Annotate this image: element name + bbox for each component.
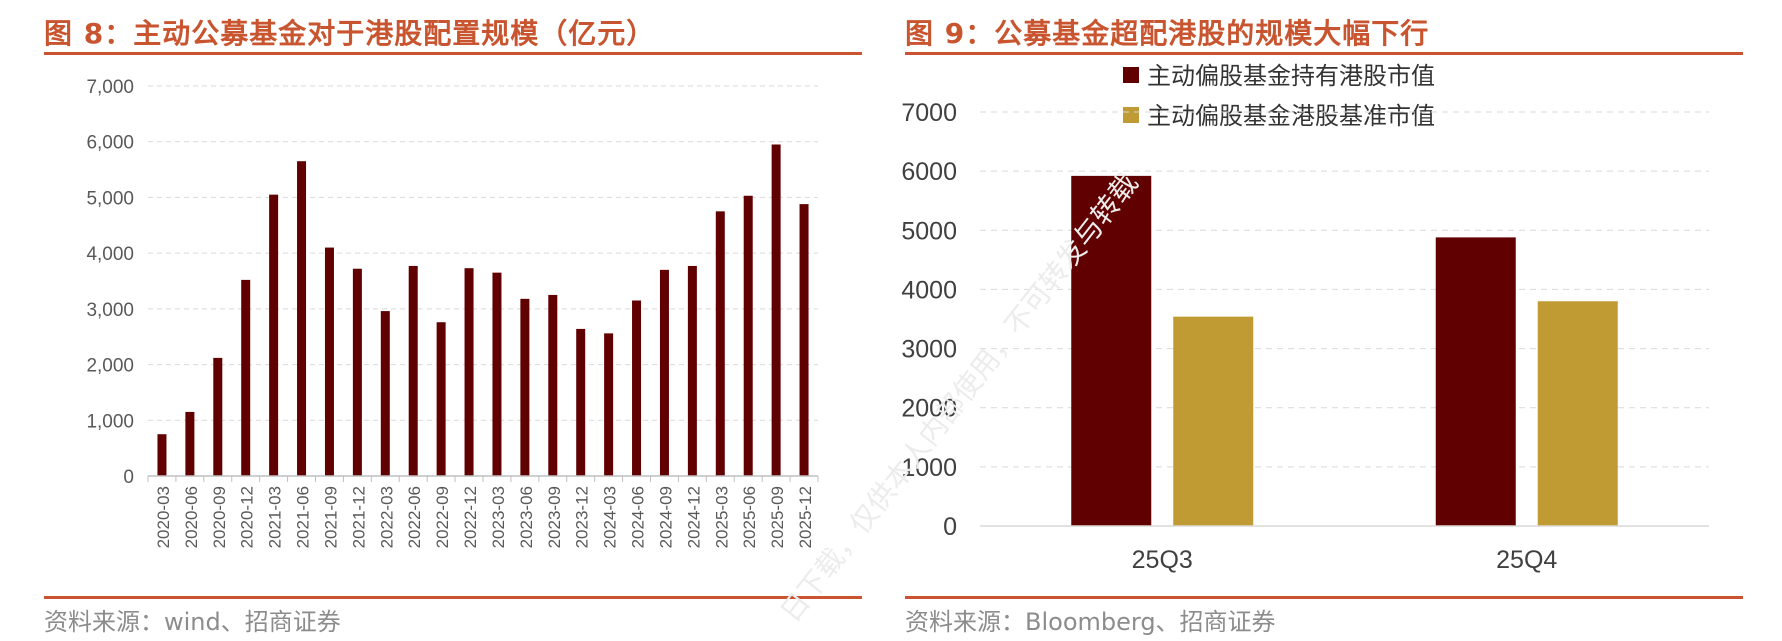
bar bbox=[659, 269, 669, 476]
y-tick-label: 7,000 bbox=[86, 77, 134, 98]
x-tick-label: 2025-03 bbox=[712, 486, 731, 548]
bar bbox=[632, 300, 642, 476]
y-tick-label: 6,000 bbox=[86, 133, 134, 154]
x-tick-label: 2024-03 bbox=[601, 486, 620, 548]
figure-8-source: 资料来源：wind、招商证券 bbox=[44, 608, 341, 636]
x-tick-label: 2025-09 bbox=[768, 486, 787, 548]
figure-9-axes: 0 1000 2000 3000 4000 5000 6000 7000 25Q3 25Q4 bbox=[901, 99, 1709, 574]
bar bbox=[1435, 237, 1516, 526]
bar bbox=[715, 211, 725, 476]
figure-8-gridlines bbox=[148, 85, 818, 421]
bar bbox=[241, 279, 251, 476]
y-tick-label: 5,000 bbox=[86, 188, 134, 209]
x-tick-label: 2023-09 bbox=[545, 486, 564, 548]
figure-8-bottom-rule bbox=[44, 596, 862, 599]
bar bbox=[213, 357, 223, 476]
bar bbox=[185, 411, 195, 476]
x-tick-label: 2021-03 bbox=[266, 486, 285, 548]
bar bbox=[269, 194, 279, 476]
x-tick-label: 2023-03 bbox=[489, 486, 508, 548]
bar bbox=[520, 298, 530, 476]
bar bbox=[799, 204, 809, 476]
figure-8-title: 图 8：主动公募基金对于港股配置规模（亿元） bbox=[44, 17, 656, 50]
x-tick-label: 2020-03 bbox=[154, 486, 173, 548]
y-tick-label: 1,000 bbox=[86, 411, 134, 432]
x-tick-label: 2022-12 bbox=[461, 486, 480, 548]
x-tick-label: 25Q3 bbox=[1132, 546, 1193, 574]
y-tick-label: 5000 bbox=[901, 217, 957, 245]
bar bbox=[576, 328, 586, 476]
bar bbox=[492, 272, 502, 476]
figure-9-source: 资料来源：Bloomberg、招商证券 bbox=[905, 608, 1276, 636]
y-tick-label: 0 bbox=[943, 513, 957, 541]
y-tick-label: 3000 bbox=[901, 336, 957, 364]
x-tick-label: 2021-12 bbox=[349, 486, 368, 548]
bar bbox=[548, 294, 558, 476]
y-tick-label: 3,000 bbox=[86, 300, 134, 321]
figure-9-bottom-rule bbox=[905, 596, 1743, 599]
x-tick-label: 2024-06 bbox=[629, 486, 648, 548]
legend-swatch bbox=[1123, 107, 1139, 123]
bar bbox=[771, 144, 781, 476]
bar bbox=[604, 333, 614, 476]
x-tick-label: 2021-06 bbox=[294, 486, 313, 548]
bar bbox=[324, 247, 334, 476]
bar bbox=[436, 322, 446, 476]
x-tick-label: 2022-03 bbox=[377, 486, 396, 548]
figure-9-panel: 图 9：公募基金超配港股的规模大幅下行 主动偏股基金持有港股市值 主动偏股基金港股… bbox=[901, 0, 1743, 641]
figure-8-bars bbox=[157, 144, 809, 476]
figure-8-top-rule bbox=[44, 52, 862, 55]
x-tick-label: 2025-06 bbox=[740, 486, 759, 548]
bar bbox=[687, 265, 697, 476]
legend-label: 主动偏股基金持有港股市值 bbox=[1147, 62, 1435, 90]
x-tick-label: 2020-09 bbox=[210, 486, 229, 548]
x-tick-label: 2022-09 bbox=[433, 486, 452, 548]
y-tick-label: 4,000 bbox=[86, 244, 134, 265]
x-tick-label: 2024-09 bbox=[656, 486, 675, 548]
x-tick-label: 2020-06 bbox=[182, 486, 201, 548]
bar bbox=[352, 268, 362, 476]
bar bbox=[157, 434, 167, 476]
y-tick-label: 2,000 bbox=[86, 356, 134, 377]
bar bbox=[1173, 316, 1254, 526]
bar bbox=[1071, 175, 1152, 527]
x-tick-label: 2020-12 bbox=[238, 486, 257, 548]
y-tick-label: 2000 bbox=[901, 395, 957, 423]
bar bbox=[743, 195, 753, 476]
y-tick-label: 0 bbox=[123, 467, 134, 488]
bar bbox=[380, 311, 390, 476]
x-tick-label: 2024-12 bbox=[684, 486, 703, 548]
figure-9-title: 图 9：公募基金超配港股的规模大幅下行 bbox=[905, 17, 1430, 50]
y-tick-label: 4000 bbox=[901, 276, 957, 304]
legend-label: 主动偏股基金港股基准市值 bbox=[1147, 102, 1435, 130]
legend-swatch bbox=[1123, 67, 1139, 83]
figure-9-top-rule bbox=[905, 52, 1743, 55]
bar bbox=[1537, 301, 1618, 526]
figure-8-panel: 图 8：主动公募基金对于港股配置规模（亿元） 0 1,000 2,000 3,000 4… bbox=[44, 0, 862, 641]
x-tick-label: 2023-12 bbox=[573, 486, 592, 548]
bar bbox=[297, 161, 307, 476]
x-tick-label: 2023-06 bbox=[517, 486, 536, 548]
figure-8-axes: 0 1,000 2,000 3,000 4,000 5,000 6,000 7,000 2020… bbox=[86, 77, 819, 548]
bar bbox=[408, 265, 418, 476]
y-tick-label: 7000 bbox=[901, 99, 957, 127]
x-tick-label: 2025-12 bbox=[796, 486, 815, 548]
y-tick-label: 1000 bbox=[901, 454, 957, 482]
y-tick-label: 6000 bbox=[901, 158, 957, 186]
x-tick-label: 2022-06 bbox=[405, 486, 424, 548]
x-tick-label: 2021-09 bbox=[321, 486, 340, 548]
figure-9-bars bbox=[1071, 175, 1618, 527]
bar bbox=[464, 268, 474, 476]
figure-8-bar-chart: 0 1,000 2,000 3,000 4,000 5,000 6,000 7,000 2020… bbox=[86, 77, 819, 548]
x-tick-label: 25Q4 bbox=[1496, 546, 1557, 574]
